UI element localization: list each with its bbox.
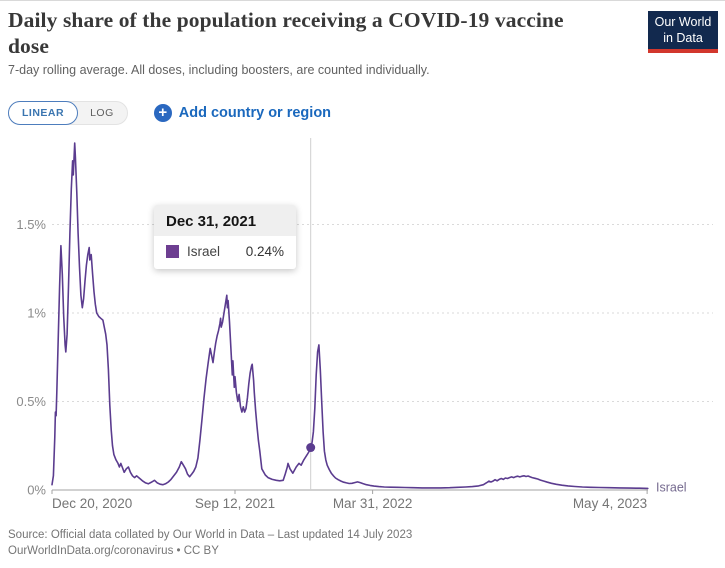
tooltip-row: Israel 0.24% — [154, 236, 296, 269]
chart-controls: LINEAR LOG + Add country or region — [8, 101, 331, 125]
tooltip-value: 0.24% — [245, 244, 284, 259]
add-country-button[interactable]: + Add country or region — [153, 104, 332, 122]
add-country-label: Add country or region — [178, 105, 332, 121]
y-tick-label: 0% — [27, 483, 46, 498]
chart-tooltip: Dec 31, 2021 Israel 0.24% — [154, 205, 296, 269]
chart-footer: Source: Official data collated by Our Wo… — [8, 527, 412, 559]
series-swatch-icon — [166, 245, 179, 258]
chart-canvas[interactable]: 0% 0.5% 1% 1.5% Dec 20, 2020 Sep 12, 2021 Mar … — [0, 131, 725, 523]
source-note: Source: Official data collated by Our Wo… — [8, 529, 413, 541]
scale-toggle: LINEAR LOG — [8, 101, 128, 125]
tooltip-entity: Israel — [187, 244, 221, 259]
tooltip-date: Dec 31, 2021 — [154, 205, 296, 236]
plus-icon: + — [153, 104, 172, 122]
x-tick-label: May 4, 2023 — [573, 496, 647, 511]
x-tick-label: Sep 12, 2021 — [195, 496, 275, 511]
series-label-israel: Israel — [656, 480, 687, 494]
chart-subtitle: 7-day rolling average. All doses, includ… — [8, 63, 430, 77]
x-tick-label: Dec 20, 2020 — [52, 496, 132, 511]
footer-links: OurWorldInData.org/coronavirus • CC BY — [8, 545, 219, 557]
x-tick-label: Mar 31, 2022 — [333, 496, 413, 511]
hover-point — [306, 443, 316, 453]
y-tick-label: 1.5% — [16, 217, 46, 232]
owid-logo[interactable]: Our World in Data — [648, 11, 718, 53]
series-line-israel — [51, 142, 649, 490]
chart-title: Daily share of the population receiving … — [8, 8, 564, 58]
linear-scale-button[interactable]: LINEAR — [8, 101, 79, 125]
owid-logo-line2: in Data — [663, 30, 703, 45]
y-tick-label: 1% — [27, 306, 46, 321]
y-tick-label: 0.5% — [16, 394, 46, 409]
owid-logo-line1: Our World — [654, 15, 712, 29]
log-scale-button[interactable]: LOG — [77, 101, 127, 125]
